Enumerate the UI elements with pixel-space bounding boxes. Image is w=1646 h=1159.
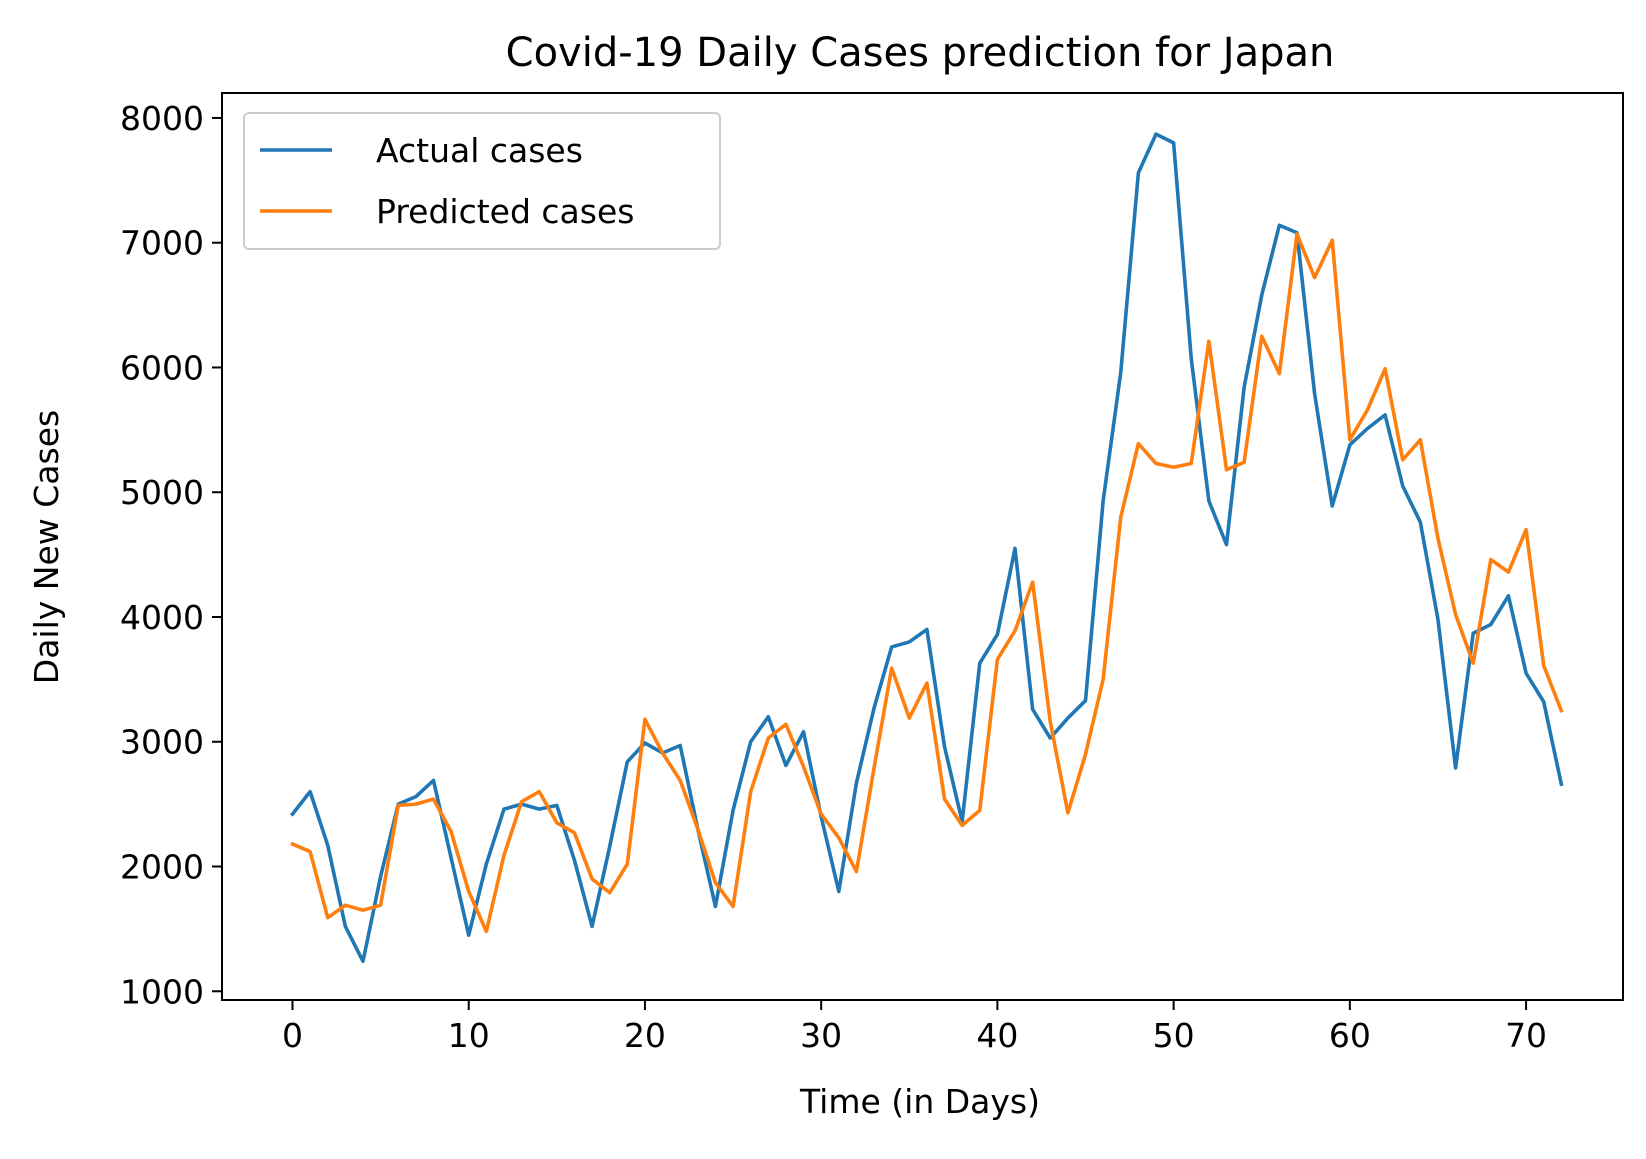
legend-box: [243, 112, 721, 250]
x-axis-label: Time (in Days): [799, 1082, 1040, 1121]
y-tick-label: 6000: [120, 348, 204, 387]
series-line-predicted: [290, 232, 1564, 934]
y-tick-label: 4000: [120, 598, 204, 637]
series-line-actual: [289, 132, 1564, 964]
x-tick-label: 10: [448, 1016, 490, 1055]
legend-label: Actual cases: [376, 131, 583, 170]
x-tick-label: 0: [282, 1016, 303, 1055]
x-tick-label: 40: [976, 1016, 1018, 1055]
plot-frame: [221, 92, 1624, 1001]
chart-title: Covid-19 Daily Cases prediction for Japa…: [506, 30, 1335, 76]
y-tick-label: 5000: [120, 473, 204, 512]
legend-label: Predicted cases: [376, 192, 634, 231]
y-tick-label: 1000: [120, 972, 204, 1011]
x-tick-label: 60: [1329, 1016, 1371, 1055]
x-tick-label: 50: [1153, 1016, 1195, 1055]
plot-area: 0 10 20 30 40 50 60 70 1000 2000 3000 4000 5000 6000 7…: [120, 92, 1624, 1055]
y-axis-label: Daily New Cases: [27, 410, 66, 684]
y-tick-label: 3000: [120, 723, 204, 762]
x-tick-label: 30: [800, 1016, 842, 1055]
x-tick-label: 70: [1505, 1016, 1547, 1055]
y-tick-label: 8000: [120, 99, 204, 138]
y-tick-label: 2000: [120, 848, 204, 887]
x-tick-label: 20: [624, 1016, 666, 1055]
y-tick-label: 7000: [120, 224, 204, 263]
